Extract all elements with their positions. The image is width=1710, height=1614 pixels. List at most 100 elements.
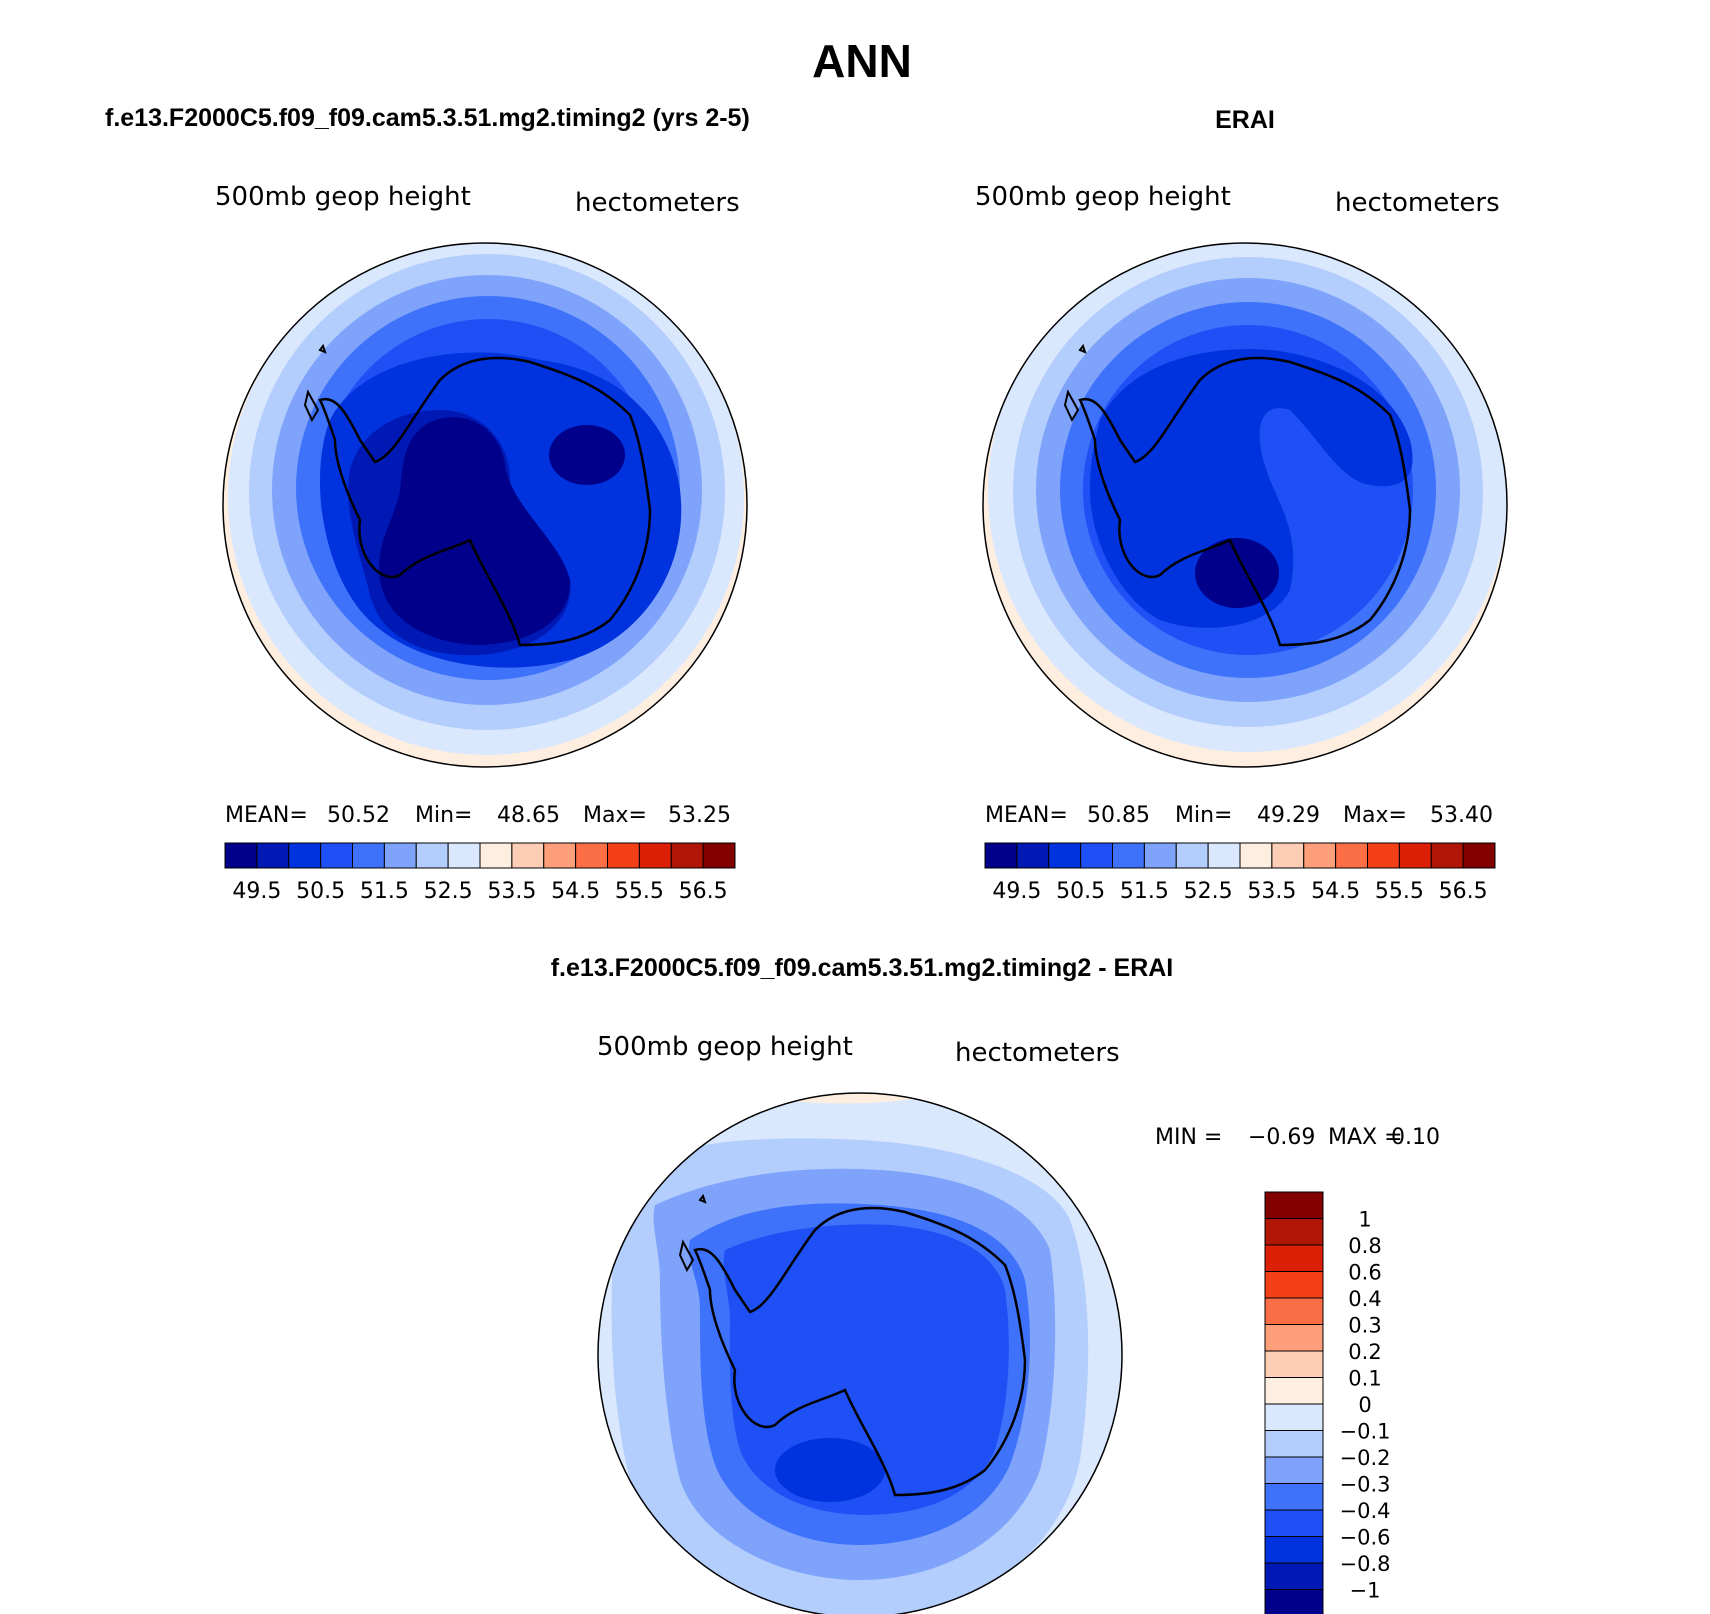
colorbar-swatch — [415, 842, 449, 869]
colorbar-swatch — [511, 842, 545, 869]
colorbar-swatch — [1264, 1271, 1324, 1299]
stats-max-label: Max= — [583, 803, 647, 828]
colorbar-swatch — [702, 842, 736, 869]
colorbar-swatch — [607, 842, 640, 869]
colorbar-swatch — [256, 842, 290, 869]
colorbar-swatch — [1143, 842, 1177, 869]
colorbar-tick-label: 53.5 — [487, 879, 536, 904]
coastline-antarctica — [1063, 343, 1412, 647]
map-boundary — [222, 242, 748, 768]
colorbar-tick-label: 0.3 — [1348, 1314, 1381, 1338]
colorbar-swatch — [1430, 842, 1464, 869]
colorbar-swatch — [1264, 1297, 1324, 1325]
variable-label: 500mb geop height — [975, 182, 1231, 212]
colorbar-swatch — [1080, 842, 1113, 869]
colorbar-tick-label: 0.4 — [1348, 1287, 1381, 1311]
colorbar-swatch — [1264, 1589, 1324, 1614]
colorbar-tick-label: −0.1 — [1340, 1420, 1391, 1444]
colorbar-swatch — [1264, 1456, 1324, 1484]
stats-mean: 50.52 — [327, 803, 390, 828]
units-label: hectometers — [1335, 188, 1500, 218]
colorbar-swatch — [1207, 842, 1241, 869]
colorbar-swatch — [479, 842, 513, 869]
colorbar-swatch — [1048, 842, 1082, 869]
colorbar-tick-label: 49.5 — [992, 879, 1041, 904]
coastline-antarctica — [303, 343, 652, 647]
colorbar-tick-label: 0.1 — [1348, 1367, 1381, 1391]
colorbar-tick-label: 51.5 — [1120, 879, 1169, 904]
colorbar-swatch — [1264, 1509, 1324, 1537]
colorbar-swatch — [1264, 1430, 1324, 1458]
colorbar-swatch — [1335, 842, 1368, 869]
colorbar-swatch — [1303, 842, 1337, 869]
colorbar-swatch — [575, 842, 608, 869]
colorbar-obs: 49.5 50.5 51.5 52.5 53.5 54.5 55.5 56.5 — [984, 842, 1496, 904]
colorbar-tick-label: 50.5 — [296, 879, 345, 904]
colorbar-swatch — [320, 842, 353, 869]
colorbar-tick-label: 55.5 — [615, 879, 664, 904]
colorbar-swatch — [638, 842, 672, 869]
colorbar-tick-label: 0.2 — [1348, 1340, 1381, 1364]
colorbar-swatch — [1264, 1350, 1324, 1378]
stats-min-label: Min= — [1175, 803, 1232, 828]
colorbar-tick-label: 0.6 — [1348, 1261, 1381, 1285]
colorbar-tick-label: 50.5 — [1056, 879, 1105, 904]
colorbar-swatch — [1112, 842, 1145, 869]
colorbar-tick-label: −0.8 — [1340, 1552, 1391, 1576]
colorbar-swatch — [1264, 1536, 1324, 1564]
colorbar-tick-label: 54.5 — [551, 879, 600, 904]
stats-min: 49.29 — [1257, 803, 1320, 828]
colorbar-diff: 10.8 0.60.4 0.30.2 0.10 −0.1−0.2 −0.3−0.4 −0.6… — [1264, 1191, 1391, 1614]
units-label: hectometers — [575, 188, 740, 218]
colorbar-swatch — [1239, 842, 1273, 869]
colorbar-tick-label: 56.5 — [679, 879, 728, 904]
colorbar-swatch — [1264, 1562, 1324, 1590]
contour-field-model — [223, 243, 747, 767]
colorbar-tick-label: −0.2 — [1340, 1446, 1391, 1470]
colorbar-tick-label: 51.5 — [360, 879, 409, 904]
colorbar-model: 49.5 50.5 51.5 52.5 53.5 54.5 55.5 56.5 — [224, 842, 736, 904]
variable-label: 500mb geop height — [215, 182, 471, 212]
map-boundary — [597, 1092, 1123, 1614]
colorbar-swatch — [984, 842, 1018, 869]
colorbar-swatch — [1264, 1403, 1324, 1431]
colorbar-tick-label: −0.6 — [1340, 1526, 1391, 1550]
colorbar-tick-label: 55.5 — [1375, 879, 1424, 904]
colorbar-swatch — [352, 842, 385, 869]
colorbar-swatch — [1271, 842, 1305, 869]
panel-title-model: f.e13.F2000C5.f09_f09.cam5.3.51.mg2.timi… — [105, 104, 750, 132]
stats-mean-label: MEAN= — [985, 803, 1068, 828]
colorbar-swatch — [1264, 1324, 1324, 1352]
coastline-antarctica — [678, 1193, 1027, 1497]
colorbar-swatch — [1462, 842, 1496, 869]
colorbar-swatch — [1264, 1191, 1324, 1219]
stats-min: 48.65 — [497, 803, 560, 828]
colorbar-tick-label: −0.4 — [1340, 1499, 1391, 1523]
colorbar-tick-label: −0.3 — [1340, 1473, 1391, 1497]
map-panel-obs: 500mb geop height hectometers MEAN= 50.8… — [975, 182, 1508, 904]
stats-min-label: MIN = — [1155, 1125, 1222, 1150]
colorbar-tick-label: 52.5 — [1184, 879, 1233, 904]
colorbar-swatch — [383, 842, 417, 869]
variable-label: 500mb geop height — [597, 1032, 853, 1062]
stats-max: 53.25 — [668, 803, 731, 828]
map-boundary — [982, 242, 1508, 768]
panel-title-obs: ERAI — [1215, 106, 1275, 134]
colorbar-swatch — [1016, 842, 1050, 869]
stats-min: −0.69 — [1248, 1125, 1315, 1150]
contour-field-diff — [598, 1093, 1122, 1614]
colorbar-tick-label: 56.5 — [1439, 879, 1488, 904]
colorbar-swatch — [1264, 1244, 1324, 1272]
colorbar-tick-label: 54.5 — [1311, 879, 1360, 904]
colorbar-swatch — [1398, 842, 1432, 869]
stats-max: 53.40 — [1430, 803, 1493, 828]
colorbar-tick-label: 0 — [1358, 1393, 1371, 1417]
colorbar-swatch — [288, 842, 322, 869]
colorbar-tick-label: 52.5 — [424, 879, 473, 904]
stats-max-label: MAX = — [1328, 1125, 1403, 1150]
stats-max: 0.10 — [1391, 1125, 1440, 1150]
contour-field-obs — [983, 243, 1507, 767]
stats-mean: 50.85 — [1087, 803, 1150, 828]
colorbar-swatch — [1264, 1377, 1324, 1405]
